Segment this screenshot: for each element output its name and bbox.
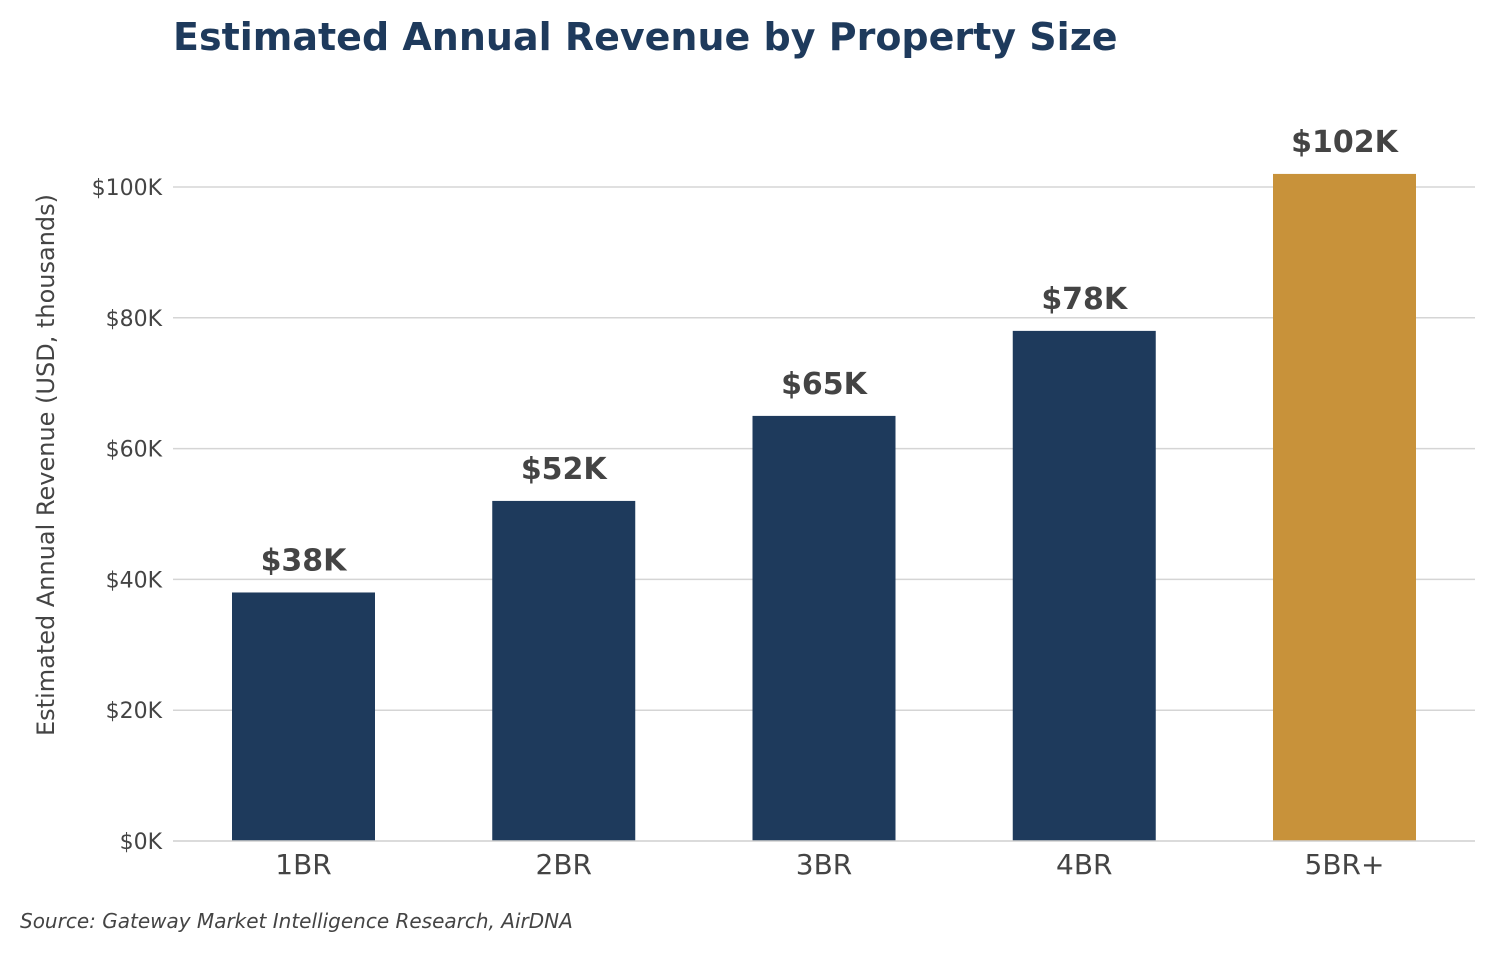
y-tick-label: $20K [106, 699, 163, 724]
x-tick-label: 3BR [796, 848, 852, 881]
x-tick-label: 1BR [275, 848, 331, 881]
x-axis-ticks: 1BR 2BR 3BR 4BR 5BR+ [275, 848, 1384, 881]
y-axis-ticks: $0K $20K $40K $60K $80K $100K [92, 176, 163, 855]
data-label: $38K [261, 543, 349, 578]
data-label: $102K [1291, 125, 1399, 160]
y-axis-label: Estimated Annual Revenue (USD, thousands… [32, 194, 60, 736]
data-label: $65K [781, 367, 869, 402]
y-tick-label: $0K [120, 830, 163, 855]
chart-title: Estimated Annual Revenue by Property Siz… [173, 15, 1118, 59]
x-tick-label: 2BR [536, 848, 592, 881]
y-tick-label: $40K [106, 568, 163, 593]
x-tick-label: 5BR+ [1305, 848, 1385, 881]
bar-3br [752, 415, 896, 841]
y-tick-label: $100K [92, 176, 163, 201]
bar-4br [1012, 330, 1156, 841]
data-label: $52K [521, 452, 609, 487]
bar-1br [232, 592, 375, 841]
data-label: $78K [1041, 282, 1129, 317]
bar-2br [492, 500, 636, 841]
data-labels: $38K $52K $65K $78K $102K [261, 125, 1400, 579]
source-note: Source: Gateway Market Intelligence Rese… [20, 909, 573, 933]
y-tick-label: $80K [106, 307, 163, 332]
bars [232, 173, 1416, 842]
x-tick-label: 4BR [1056, 848, 1112, 881]
y-tick-label: $60K [106, 438, 163, 463]
bar-5br [1273, 173, 1416, 842]
